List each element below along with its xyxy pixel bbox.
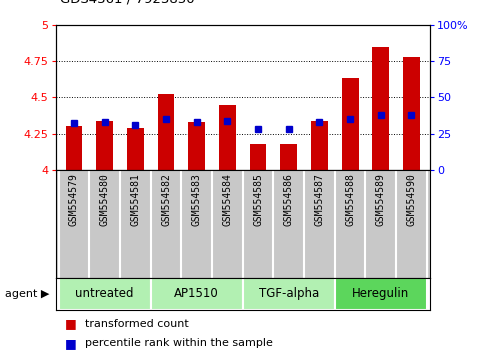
Text: GDS4361 / 7923850: GDS4361 / 7923850 bbox=[60, 0, 195, 5]
Text: transformed count: transformed count bbox=[85, 319, 188, 329]
Bar bbox=[335, 278, 427, 310]
Text: Heregulin: Heregulin bbox=[352, 287, 410, 300]
Bar bbox=[403, 57, 420, 170]
Bar bbox=[96, 121, 113, 170]
Text: GSM554582: GSM554582 bbox=[161, 173, 171, 226]
Text: GSM554590: GSM554590 bbox=[407, 173, 416, 226]
Text: percentile rank within the sample: percentile rank within the sample bbox=[85, 338, 272, 348]
Text: agent ▶: agent ▶ bbox=[5, 289, 49, 299]
Text: ■: ■ bbox=[65, 318, 77, 330]
Bar bbox=[250, 144, 267, 170]
Text: GSM554586: GSM554586 bbox=[284, 173, 294, 226]
Bar bbox=[243, 278, 335, 310]
Text: GSM554580: GSM554580 bbox=[99, 173, 110, 226]
Text: TGF-alpha: TGF-alpha bbox=[258, 287, 319, 300]
Bar bbox=[311, 121, 328, 170]
Bar bbox=[66, 126, 83, 170]
Text: GSM554587: GSM554587 bbox=[314, 173, 325, 226]
Bar bbox=[58, 278, 151, 310]
Text: GSM554588: GSM554588 bbox=[345, 173, 355, 226]
Bar bbox=[341, 79, 358, 170]
Bar bbox=[157, 95, 174, 170]
Bar bbox=[188, 122, 205, 170]
Text: GSM554581: GSM554581 bbox=[130, 173, 141, 226]
Text: untreated: untreated bbox=[75, 287, 134, 300]
Text: GSM554579: GSM554579 bbox=[69, 173, 79, 226]
Text: ■: ■ bbox=[65, 337, 77, 350]
Bar bbox=[372, 47, 389, 170]
Text: GSM554589: GSM554589 bbox=[376, 173, 386, 226]
Bar bbox=[280, 144, 297, 170]
Bar bbox=[219, 104, 236, 170]
Text: GSM554585: GSM554585 bbox=[253, 173, 263, 226]
Bar bbox=[127, 128, 144, 170]
Bar bbox=[151, 278, 243, 310]
Text: GSM554583: GSM554583 bbox=[192, 173, 202, 226]
Text: AP1510: AP1510 bbox=[174, 287, 219, 300]
Text: GSM554584: GSM554584 bbox=[222, 173, 232, 226]
